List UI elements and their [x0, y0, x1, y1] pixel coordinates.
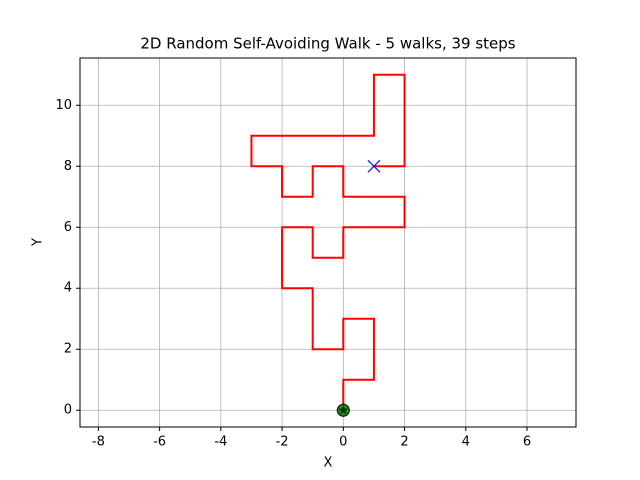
- x-tick-label: 2: [400, 435, 408, 450]
- x-tick-label: -8: [92, 435, 105, 450]
- y-tick-label: 4: [64, 281, 72, 296]
- x-tick-label: 0: [339, 435, 347, 450]
- start-star: [338, 405, 349, 415]
- x-tick-label: -6: [153, 435, 166, 450]
- x-tick-label: 4: [462, 435, 470, 450]
- x-tick-label: -4: [214, 435, 227, 450]
- x-axis-label: X: [324, 456, 333, 471]
- y-tick-label: 10: [55, 98, 72, 113]
- plot-frame: [79, 57, 577, 428]
- y-tick-label: 2: [64, 342, 72, 357]
- y-tick-label: 6: [64, 220, 72, 235]
- end-marker: [367, 159, 381, 173]
- y-tick-label: 8: [64, 159, 72, 174]
- y-tick-label: 0: [64, 403, 72, 418]
- x-tick-label: -2: [276, 435, 289, 450]
- x-tick-label: 6: [523, 435, 531, 450]
- y-axis-label: Y: [31, 238, 46, 247]
- walk-path: [250, 73, 406, 411]
- chart-title: 2D Random Self-Avoiding Walk - 5 walks, …: [140, 35, 515, 53]
